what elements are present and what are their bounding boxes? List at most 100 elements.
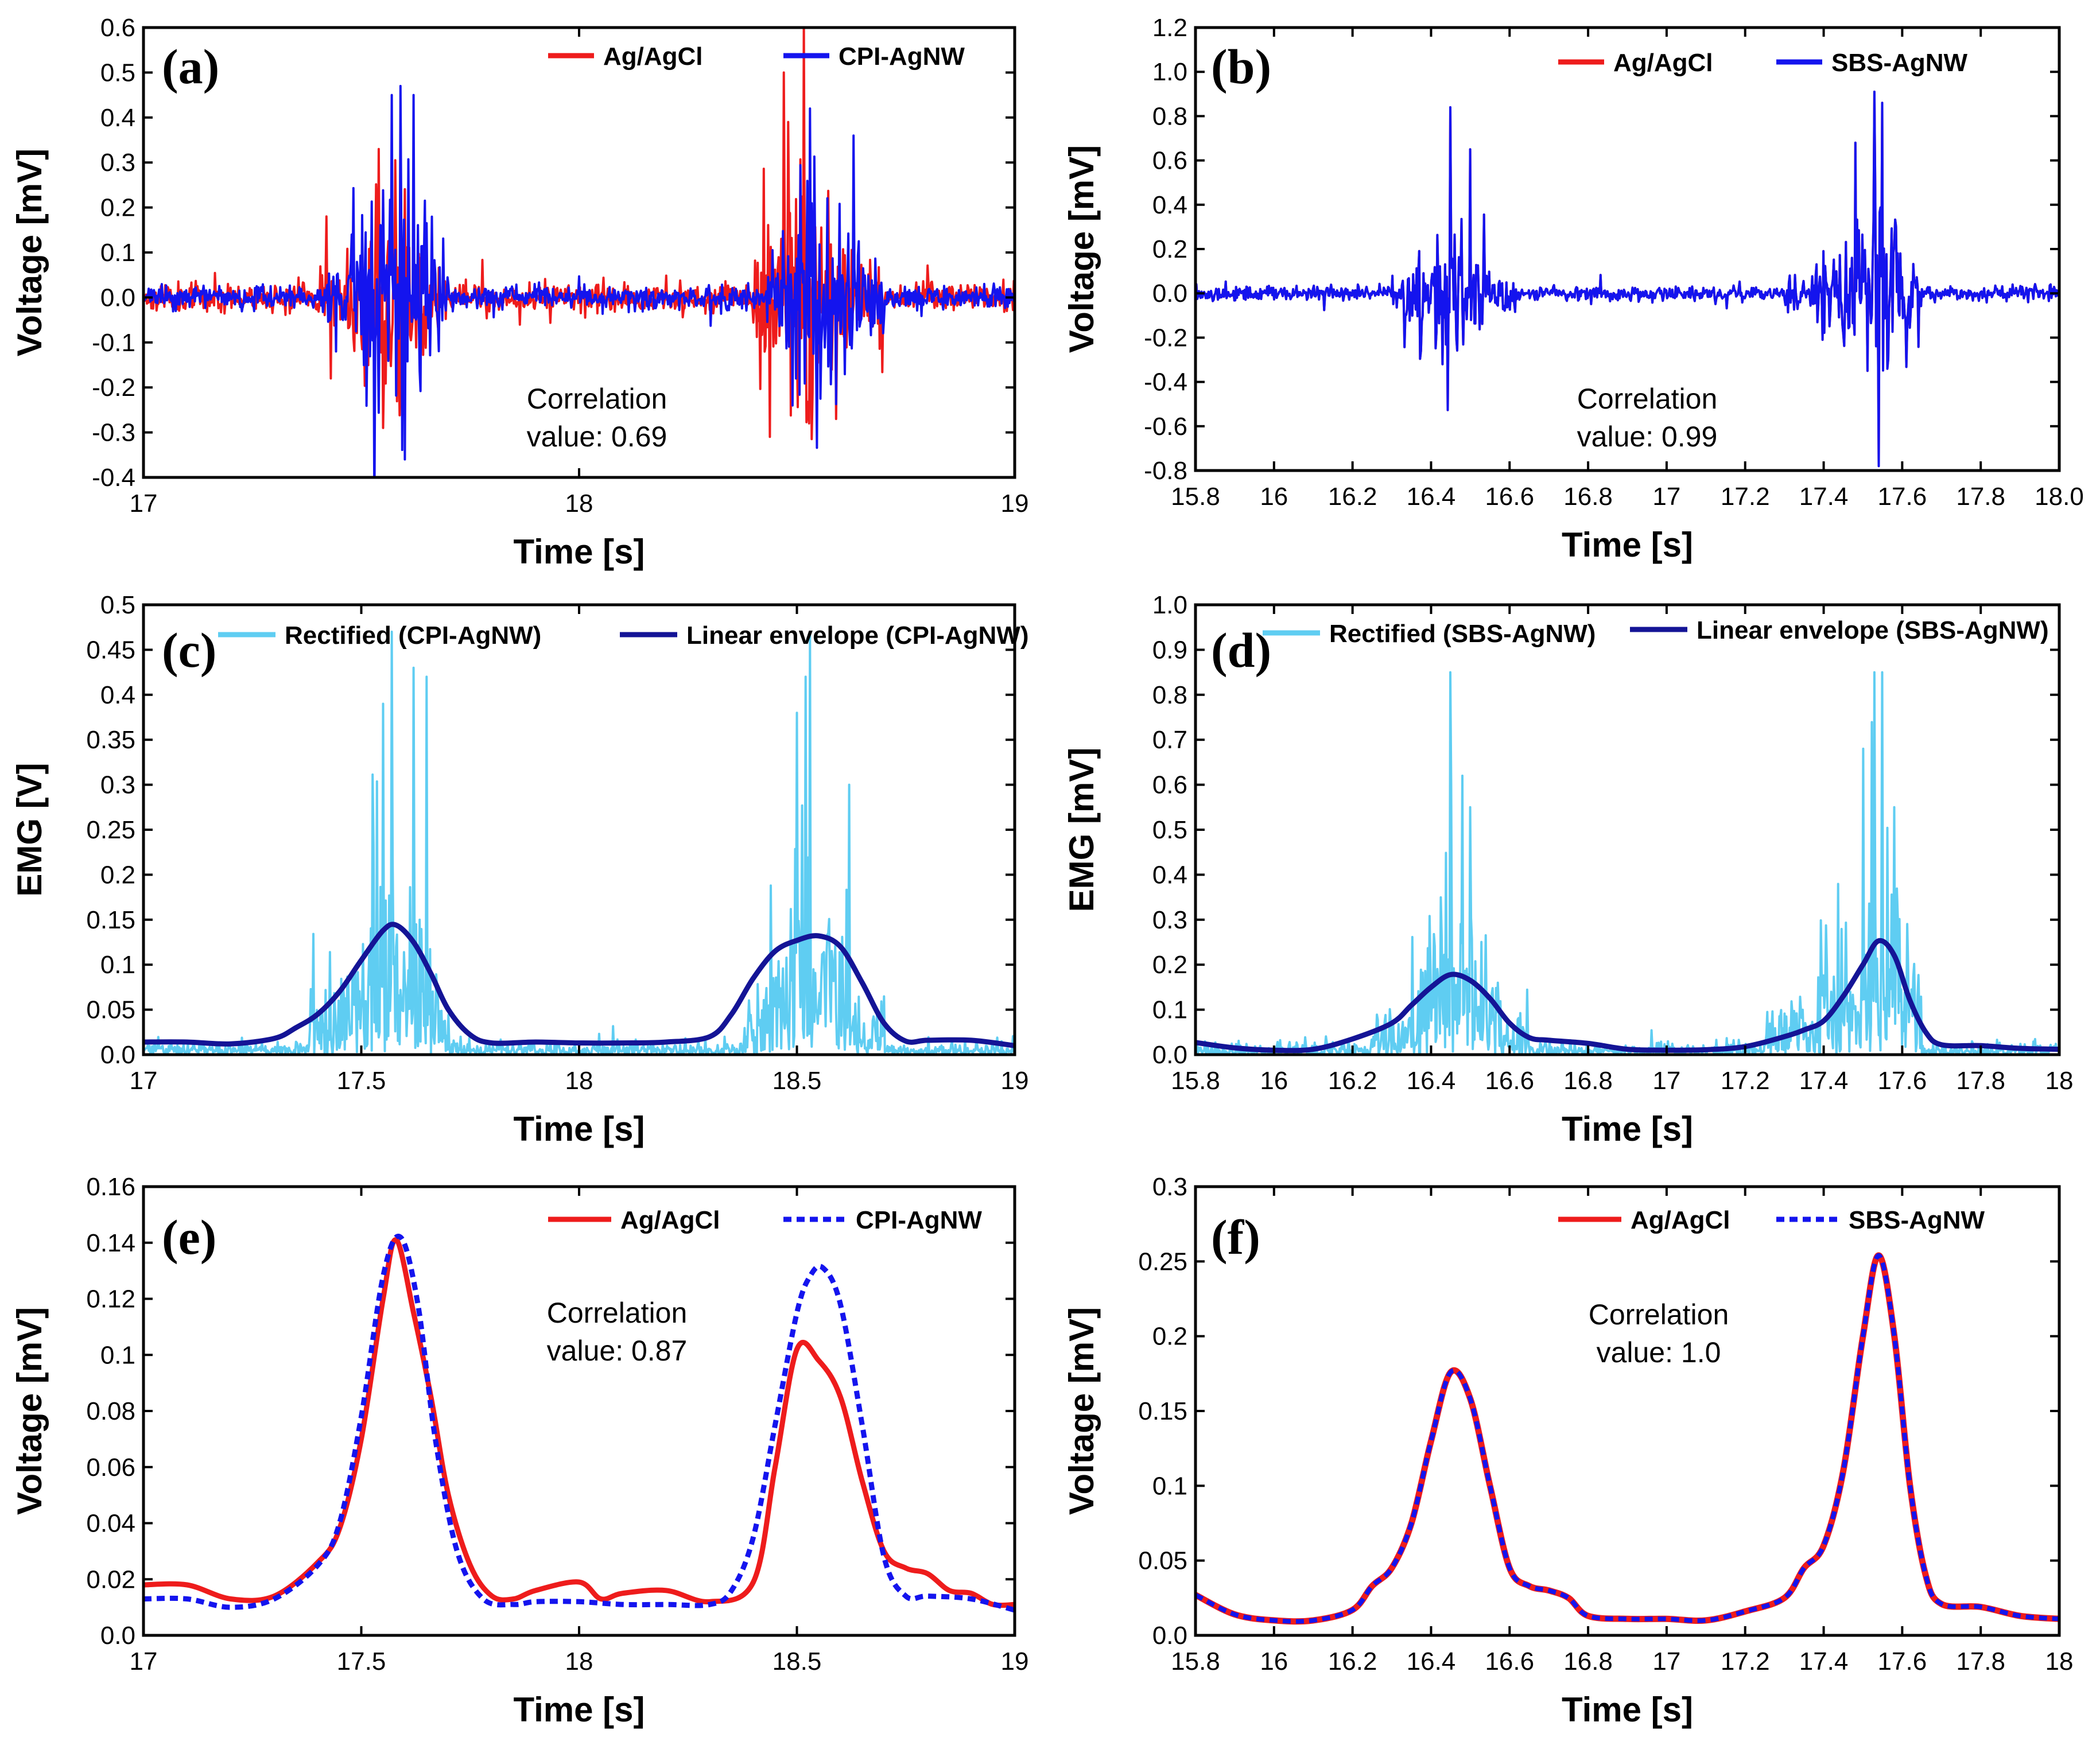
x-tick-label: 16.8 xyxy=(1563,1067,1613,1095)
y-tick-label: 0.3 xyxy=(100,771,135,799)
y-tick-label: 0.0 xyxy=(100,1622,135,1650)
x-tick-label: 17 xyxy=(1652,1647,1680,1676)
legend-label: SBS-AgNW xyxy=(1849,1206,1985,1234)
x-tick-label: 19 xyxy=(1001,1647,1029,1676)
y-tick-label: 0.1 xyxy=(1152,1472,1187,1500)
x-tick-label: 16.8 xyxy=(1563,1647,1613,1676)
y-tick-label: 0.5 xyxy=(1152,816,1187,844)
panel-label: (a) xyxy=(162,39,219,94)
plot-area-f xyxy=(1195,1252,2059,1625)
y-axis-label: EMG [V] xyxy=(10,763,49,896)
x-tick-label: 17 xyxy=(130,489,158,518)
y-tick-label: 0.35 xyxy=(86,726,135,754)
x-tick-label: 17.4 xyxy=(1799,483,1849,511)
y-tick-label: -0.8 xyxy=(1144,457,1187,485)
x-tick-label: 18.0 xyxy=(2035,483,2084,511)
y-tick-label: -0.2 xyxy=(92,374,135,402)
x-tick-label: 16 xyxy=(1260,1067,1288,1095)
panel-label: (f) xyxy=(1211,1210,1260,1265)
y-axis-label: Voltage [mV] xyxy=(1062,145,1101,353)
y-tick-label: 0.02 xyxy=(86,1565,135,1593)
series-line-c-1 xyxy=(143,631,1015,1055)
y-tick-label: 0.1 xyxy=(1152,996,1187,1024)
panel-label: (e) xyxy=(162,1210,216,1265)
legend-label: Linear envelope (CPI-AgNW) xyxy=(686,621,1029,650)
y-tick-label: 0.1 xyxy=(100,1341,135,1369)
x-tick-label: 18.5 xyxy=(773,1647,822,1676)
legend-label: Ag/AgCl xyxy=(603,42,703,71)
x-tick-label: 16.4 xyxy=(1407,1067,1456,1095)
x-tick-label: 18 xyxy=(2045,1067,2074,1095)
y-tick-label: 0.14 xyxy=(86,1229,135,1257)
x-tick-label: 16.6 xyxy=(1485,1067,1534,1095)
panel-label: (d) xyxy=(1211,623,1271,678)
x-tick-label: 17.2 xyxy=(1721,1647,1770,1676)
x-tick-label: 16.2 xyxy=(1328,483,1377,511)
panel-e: 0.0 0.02 0.04 0.06 0.08 0.1 0.12 0.14 0.16 17 17.5… xyxy=(10,1173,1028,1729)
y-tick-label: 0.3 xyxy=(1152,906,1187,934)
plot-area-b xyxy=(1195,90,2059,468)
legend-label: CPI-AgNW xyxy=(856,1206,982,1234)
legend-label: Rectified (CPI-AgNW) xyxy=(285,621,541,650)
correlation-annotation: Correlation xyxy=(547,1297,688,1329)
y-tick-label: 0.0 xyxy=(100,283,135,312)
x-axis-label: Time [s] xyxy=(1562,526,1693,564)
y-tick-label: 1.0 xyxy=(1152,58,1187,86)
axes-frame xyxy=(1194,603,2061,1056)
y-tick-label: 0.4 xyxy=(100,681,135,709)
y-tick-label: 0.05 xyxy=(86,996,135,1024)
panel-b: -0.8 -0.6 -0.4 -0.2 0.0 0.2 0.4 0.6 0.8 1.0 1.2 15.… xyxy=(1062,14,2084,564)
series-line-f-2 xyxy=(1195,1253,2059,1624)
series-line-d-1 xyxy=(1195,671,2059,1055)
x-tick-label: 17.5 xyxy=(337,1067,386,1095)
x-tick-label: 17.6 xyxy=(1878,1067,1927,1095)
x-tick-label: 17 xyxy=(1652,483,1680,511)
y-tick-label: 0.3 xyxy=(1152,1173,1187,1201)
y-tick-label: 0.5 xyxy=(100,591,135,619)
y-axis-label: Voltage [mV] xyxy=(10,1307,49,1515)
plot-area-c xyxy=(143,631,1015,1055)
x-tick-label: 15.8 xyxy=(1171,1067,1220,1095)
panel-c: 0.0 0.05 0.1 0.15 0.2 0.25 0.3 0.35 0.4 0.45 0.5 17… xyxy=(10,591,1029,1148)
x-tick-label: 17.4 xyxy=(1799,1067,1849,1095)
y-tick-label: 0.08 xyxy=(86,1397,135,1425)
series-line-c-2 xyxy=(143,922,1015,1048)
y-tick-label: 0.25 xyxy=(1138,1247,1187,1276)
y-tick-label: 0.2 xyxy=(1152,235,1187,263)
y-tick-label: 0.6 xyxy=(1152,147,1187,175)
x-axis-label: Time [s] xyxy=(1562,1110,1693,1148)
y-tick-label: 0.1 xyxy=(100,951,135,979)
axes-frame xyxy=(1194,1185,2061,1637)
x-tick-label: 17.2 xyxy=(1721,483,1770,511)
legend-label: Linear envelope (SBS-AgNW) xyxy=(1697,616,2049,644)
correlation-annotation: value: 0.87 xyxy=(547,1335,688,1367)
x-tick-label: 17 xyxy=(130,1647,158,1676)
y-tick-label: 0.0 xyxy=(1152,1622,1187,1650)
legend-label: SBS-AgNW xyxy=(1831,49,1968,77)
x-tick-label: 16.8 xyxy=(1563,483,1613,511)
plot-area-d xyxy=(1195,671,2059,1055)
y-tick-label: 0.7 xyxy=(1152,726,1187,754)
y-tick-label: 0.5 xyxy=(100,59,135,87)
y-tick-label: 0.12 xyxy=(86,1285,135,1313)
y-tick-label: 0.4 xyxy=(100,104,135,132)
y-tick-label: 0.45 xyxy=(86,636,135,664)
y-tick-label: 0.6 xyxy=(100,14,135,42)
y-tick-label: 0.25 xyxy=(86,816,135,844)
legend-label: Rectified (SBS-AgNW) xyxy=(1329,620,1596,648)
x-tick-label: 18 xyxy=(565,1647,593,1676)
y-tick-label: 0.6 xyxy=(1152,771,1187,799)
y-axis-label: EMG [mV] xyxy=(1062,748,1101,912)
x-tick-label: 17.4 xyxy=(1799,1647,1849,1676)
y-tick-label: 0.04 xyxy=(86,1510,135,1538)
x-tick-label: 17.8 xyxy=(1956,1647,2005,1676)
x-tick-label: 16 xyxy=(1260,1647,1288,1676)
x-axis-label: Time [s] xyxy=(1562,1690,1693,1729)
y-tick-label: 0.0 xyxy=(1152,279,1187,308)
legend-label: CPI-AgNW xyxy=(839,42,965,71)
x-tick-label: 17.5 xyxy=(337,1647,386,1676)
x-tick-label: 16 xyxy=(1260,483,1288,511)
x-tick-label: 18 xyxy=(565,489,593,518)
y-tick-label: 0.8 xyxy=(1152,102,1187,130)
